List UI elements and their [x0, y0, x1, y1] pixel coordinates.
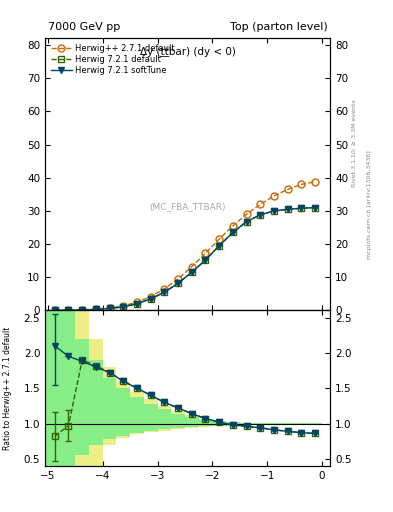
Y-axis label: Ratio to Herwig++ 2.7.1 default: Ratio to Herwig++ 2.7.1 default [4, 327, 13, 450]
Herwig 7.2.1 softTune [299, 205, 304, 211]
Herwig 7.2.1 default [176, 280, 180, 286]
Herwig 7.2.1 default [203, 257, 208, 263]
Herwig 7.2.1 softTune [203, 257, 208, 263]
Herwig 7.2.1 default [258, 212, 263, 218]
Herwig 7.2.1 softTune [66, 307, 71, 313]
Herwig++ 2.7.1 default [107, 305, 112, 311]
Herwig++ 2.7.1 default [121, 303, 126, 309]
Herwig 7.2.1 softTune [107, 305, 112, 311]
Text: mcplots.cern.ch [arXiv:1306.3436]: mcplots.cern.ch [arXiv:1306.3436] [367, 151, 373, 259]
Herwig++ 2.7.1 default [94, 306, 98, 312]
Herwig 7.2.1 default [94, 306, 98, 312]
Text: (MC_FBA_TTBAR): (MC_FBA_TTBAR) [149, 203, 226, 211]
Herwig++ 2.7.1 default [203, 250, 208, 257]
Herwig++ 2.7.1 default [162, 286, 167, 292]
Herwig++ 2.7.1 default [299, 181, 304, 187]
Herwig++ 2.7.1 default [52, 307, 57, 313]
Text: Rivet 3.1.10; ≥ 3.3M events: Rivet 3.1.10; ≥ 3.3M events [352, 99, 357, 187]
Herwig 7.2.1 softTune [162, 289, 167, 295]
Herwig 7.2.1 softTune [80, 307, 84, 313]
Herwig++ 2.7.1 default [258, 201, 263, 207]
Herwig 7.2.1 default [107, 305, 112, 311]
Herwig 7.2.1 default [66, 307, 71, 313]
Herwig++ 2.7.1 default [189, 264, 194, 270]
Herwig 7.2.1 softTune [94, 306, 98, 312]
Line: Herwig++ 2.7.1 default: Herwig++ 2.7.1 default [51, 178, 318, 314]
Herwig 7.2.1 default [80, 307, 84, 313]
Herwig++ 2.7.1 default [135, 299, 140, 305]
Herwig 7.2.1 softTune [244, 219, 249, 225]
Herwig++ 2.7.1 default [231, 223, 235, 229]
Herwig 7.2.1 softTune [272, 208, 276, 214]
Herwig++ 2.7.1 default [285, 186, 290, 193]
Herwig++ 2.7.1 default [272, 193, 276, 199]
Herwig 7.2.1 default [162, 289, 167, 295]
Text: Δy (t͟tbar) (dy < 0): Δy (t͟tbar) (dy < 0) [140, 47, 235, 56]
Herwig 7.2.1 default [121, 304, 126, 310]
Herwig 7.2.1 softTune [52, 307, 57, 313]
Herwig 7.2.1 softTune [148, 296, 153, 302]
Herwig 7.2.1 softTune [231, 229, 235, 236]
Legend: Herwig++ 2.7.1 default, Herwig 7.2.1 default, Herwig 7.2.1 softTune: Herwig++ 2.7.1 default, Herwig 7.2.1 def… [50, 42, 176, 77]
Herwig++ 2.7.1 default [148, 293, 153, 300]
Line: Herwig 7.2.1 default: Herwig 7.2.1 default [52, 205, 318, 313]
Herwig++ 2.7.1 default [217, 236, 222, 242]
Herwig 7.2.1 softTune [313, 204, 318, 210]
Herwig 7.2.1 default [217, 243, 222, 249]
Text: Top (parton level): Top (parton level) [230, 22, 327, 32]
Herwig 7.2.1 softTune [217, 243, 222, 249]
Herwig 7.2.1 default [135, 301, 140, 307]
Herwig 7.2.1 default [231, 229, 235, 236]
Herwig 7.2.1 softTune [258, 212, 263, 218]
Herwig 7.2.1 default [272, 208, 276, 214]
Herwig 7.2.1 default [299, 205, 304, 211]
Herwig 7.2.1 default [313, 204, 318, 210]
Herwig++ 2.7.1 default [176, 276, 180, 282]
Herwig++ 2.7.1 default [66, 307, 71, 313]
Herwig 7.2.1 softTune [285, 206, 290, 212]
Herwig 7.2.1 default [52, 307, 57, 313]
Herwig 7.2.1 softTune [135, 301, 140, 307]
Herwig 7.2.1 default [148, 296, 153, 302]
Herwig 7.2.1 default [244, 219, 249, 225]
Line: Herwig 7.2.1 softTune: Herwig 7.2.1 softTune [52, 205, 318, 313]
Herwig 7.2.1 softTune [121, 304, 126, 310]
Text: 7000 GeV pp: 7000 GeV pp [48, 22, 120, 32]
Herwig 7.2.1 softTune [176, 280, 180, 286]
Herwig 7.2.1 default [189, 269, 194, 275]
Herwig 7.2.1 softTune [189, 269, 194, 275]
Herwig++ 2.7.1 default [313, 179, 318, 185]
Herwig++ 2.7.1 default [80, 307, 84, 313]
Herwig 7.2.1 default [285, 206, 290, 212]
Herwig++ 2.7.1 default [244, 211, 249, 217]
